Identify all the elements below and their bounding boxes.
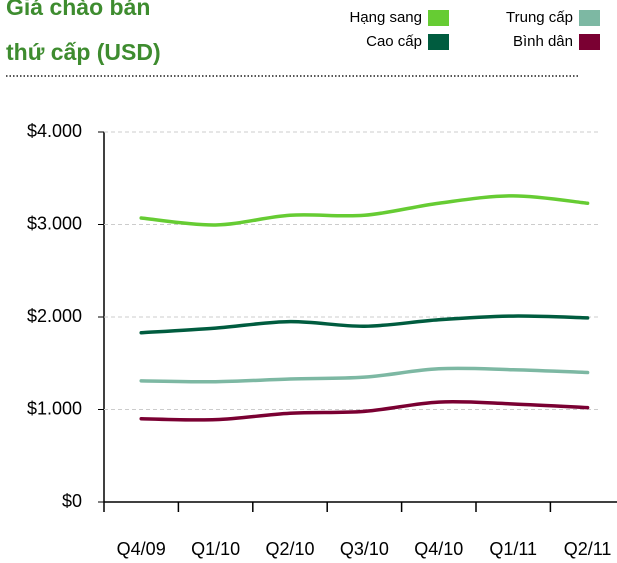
legend-label: Bình dân [513,33,573,50]
x-tick-label: Q3/10 [340,539,389,559]
line [139,194,590,227]
legend-swatch [428,34,449,50]
x-tick-label: Q1/10 [191,539,240,559]
legend-swatch [428,10,449,26]
line [139,399,590,422]
x-tick-label: Q4/09 [117,539,166,559]
y-tick-label: $3.000 [27,213,82,233]
legend-swatch [579,34,600,50]
chart-title: thứ cấp (USD) [6,39,161,65]
legend-swatch [579,10,600,26]
y-tick-label: $2.000 [27,306,82,326]
x-tick-label: Q4/10 [414,539,463,559]
legend-label: Hạng sang [349,9,422,26]
legend-label: Cao cấp [366,33,422,50]
x-tick-label: Q1/11 [489,539,537,559]
chart-title: Giá chào bán [6,0,150,20]
line [139,366,590,384]
x-tick-label: Q2/11 [564,539,612,559]
y-tick-label: $1.000 [27,398,82,418]
legend-label: Trung cấp [506,9,573,26]
y-tick-label: $0 [62,491,82,511]
x-tick-label: Q2/10 [265,539,314,559]
line [139,314,590,335]
y-tick-label: $4.000 [27,121,82,141]
